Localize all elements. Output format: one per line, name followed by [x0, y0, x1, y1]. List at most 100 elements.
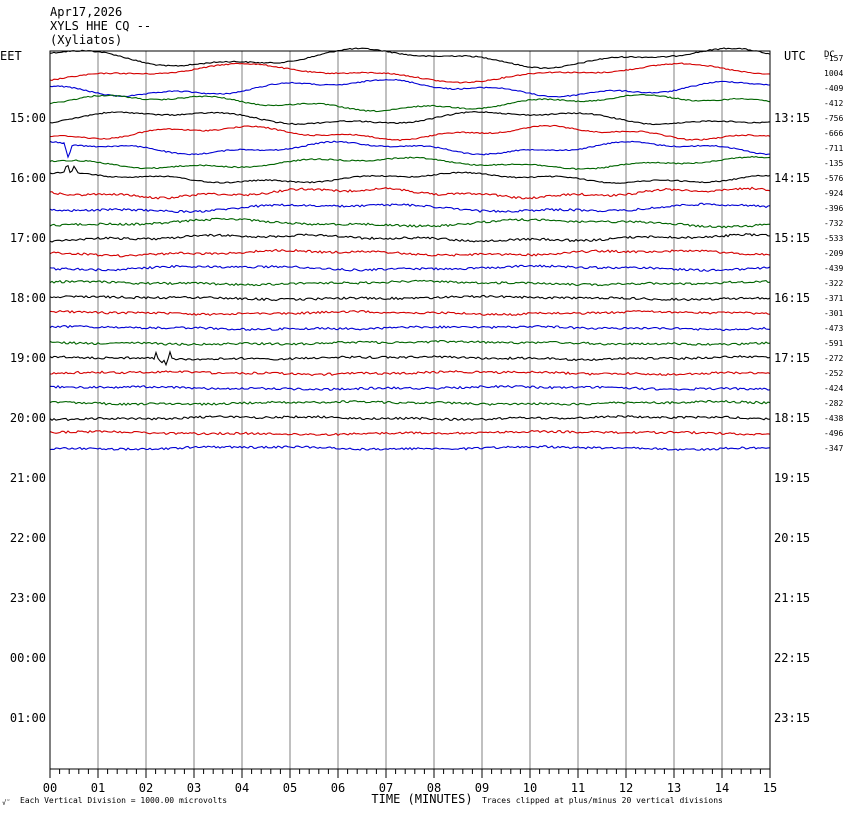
trace-line-7 — [49, 140, 771, 159]
dc-offset-label: -533 — [824, 234, 843, 243]
dc-offset-label: -412 — [824, 99, 843, 108]
trace-line-6 — [49, 124, 771, 142]
trace-line-22 — [50, 369, 771, 377]
dc-offset-label: -756 — [824, 114, 843, 123]
x-tick-label: 15 — [763, 781, 777, 795]
dc-offset-label: -135 — [824, 159, 843, 168]
utc-hour-label: 19:15 — [774, 471, 810, 485]
dc-offset-label: -473 — [824, 324, 843, 333]
x-tick-label: 06 — [331, 781, 345, 795]
left-axis-label: EET — [0, 49, 22, 63]
dc-offset-label: -282 — [824, 399, 843, 408]
grid-lines — [97, 51, 723, 769]
plot-frame — [49, 50, 771, 770]
eet-hour-label: 00:00 — [10, 651, 46, 665]
eet-hour-label: 19:00 — [10, 351, 46, 365]
dc-offset-label: -576 — [824, 174, 843, 183]
dc-offset-label: -591 — [824, 339, 843, 348]
trace-line-9 — [49, 164, 771, 184]
eet-hour-label: 21:00 — [10, 471, 46, 485]
utc-hour-label: 13:15 — [774, 111, 810, 125]
eet-hour-label: 15:00 — [10, 111, 46, 125]
dc-offset-label: -252 — [824, 369, 843, 378]
trace-group — [49, 47, 771, 452]
trace-line-20 — [49, 340, 771, 346]
utc-hour-label: 17:15 — [774, 351, 810, 365]
footer-mark: √̃ — [2, 799, 10, 807]
dc-offset-label: -409 — [824, 84, 843, 93]
trace-line-2 — [49, 62, 770, 84]
dc-offset-label: -371 — [824, 294, 843, 303]
trace-line-4 — [49, 93, 771, 113]
utc-hour-label: 15:15 — [774, 231, 810, 245]
x-tick-label: 07 — [379, 781, 393, 795]
trace-line-16 — [49, 279, 771, 287]
dc-offset-label: -711 — [824, 144, 843, 153]
dc-offset-label: -322 — [824, 279, 843, 288]
axis-labels: 00 01 02 03 04 05 06 07 08 09 10 11 12 13 14 15 EET UTC DC… — [0, 49, 843, 807]
dc-offset-label: -396 — [824, 204, 843, 213]
trace-line-25 — [49, 414, 770, 422]
dc-offset-label: -732 — [824, 219, 843, 228]
x-tick-label: 05 — [283, 781, 297, 795]
x-tick-label: 13 — [667, 781, 681, 795]
footer-left: Each Vertical Division = 1000.00 microvo… — [20, 796, 227, 805]
trace-line-23 — [49, 384, 771, 391]
trace-line-10 — [49, 186, 771, 200]
dc-offset-label: -209 — [824, 249, 843, 258]
trace-line-5 — [49, 111, 771, 126]
x-tick-label: 10 — [523, 781, 537, 795]
dc-offset-label: -347 — [824, 444, 843, 453]
x-tick-label: 14 — [715, 781, 729, 795]
dc-offset-label: -301 — [824, 309, 843, 318]
footer-right: Traces clipped at plus/minus 20 vertical… — [482, 796, 723, 805]
x-tick-label: 08 — [427, 781, 441, 795]
utc-hour-label: 23:15 — [774, 711, 810, 725]
trace-line-15 — [49, 264, 771, 272]
dc-offset-label: -496 — [824, 429, 843, 438]
eet-hour-label: 20:00 — [10, 411, 46, 425]
dc-offset-label: -157 — [824, 54, 843, 63]
dc-offset-label: -438 — [824, 414, 843, 423]
trace-line-3 — [49, 78, 771, 98]
x-tick-label: 02 — [139, 781, 153, 795]
x-axis-ticks — [49, 769, 771, 778]
trace-line-26 — [49, 429, 771, 437]
dc-offset-label: -924 — [824, 189, 843, 198]
trace-line-24 — [49, 399, 771, 406]
dc-offset-label: -424 — [824, 384, 843, 393]
x-tick-label: 04 — [235, 781, 249, 795]
header-location: (Xyliatos) — [50, 33, 123, 47]
eet-hour-label: 16:00 — [10, 171, 46, 185]
trace-line-1 — [49, 47, 771, 69]
trace-line-19 — [49, 324, 770, 332]
x-tick-label: 01 — [91, 781, 105, 795]
dc-offset-label: -439 — [824, 264, 843, 273]
x-tick-label: 09 — [475, 781, 489, 795]
utc-hour-label: 18:15 — [774, 411, 810, 425]
utc-hour-label: 21:15 — [774, 591, 810, 605]
trace-line-13 — [49, 232, 771, 243]
trace-line-17 — [49, 294, 771, 302]
eet-hour-label: 23:00 — [10, 591, 46, 605]
trace-line-14 — [49, 248, 771, 258]
x-tick-label: 00 — [43, 781, 57, 795]
utc-hour-label: 14:15 — [774, 171, 810, 185]
trace-line-18 — [49, 309, 771, 317]
dc-offset-label: -272 — [824, 354, 843, 363]
trace-line-11 — [49, 202, 771, 213]
trace-line-12 — [49, 217, 771, 229]
eet-hour-label: 22:00 — [10, 531, 46, 545]
x-tick-label: 12 — [619, 781, 633, 795]
eet-hour-label: 01:00 — [10, 711, 46, 725]
dc-offset-label: 1004 — [824, 69, 843, 78]
x-tick-label: 03 — [187, 781, 201, 795]
eet-hour-label: 17:00 — [10, 231, 46, 245]
header-station: XYLS HHE CQ -- — [50, 19, 152, 33]
eet-hour-label: 18:00 — [10, 291, 46, 305]
dc-offset-label: -666 — [824, 129, 843, 138]
trace-line-21 — [49, 349, 771, 367]
utc-hour-label: 20:15 — [774, 531, 810, 545]
utc-hour-label: 22:15 — [774, 651, 810, 665]
